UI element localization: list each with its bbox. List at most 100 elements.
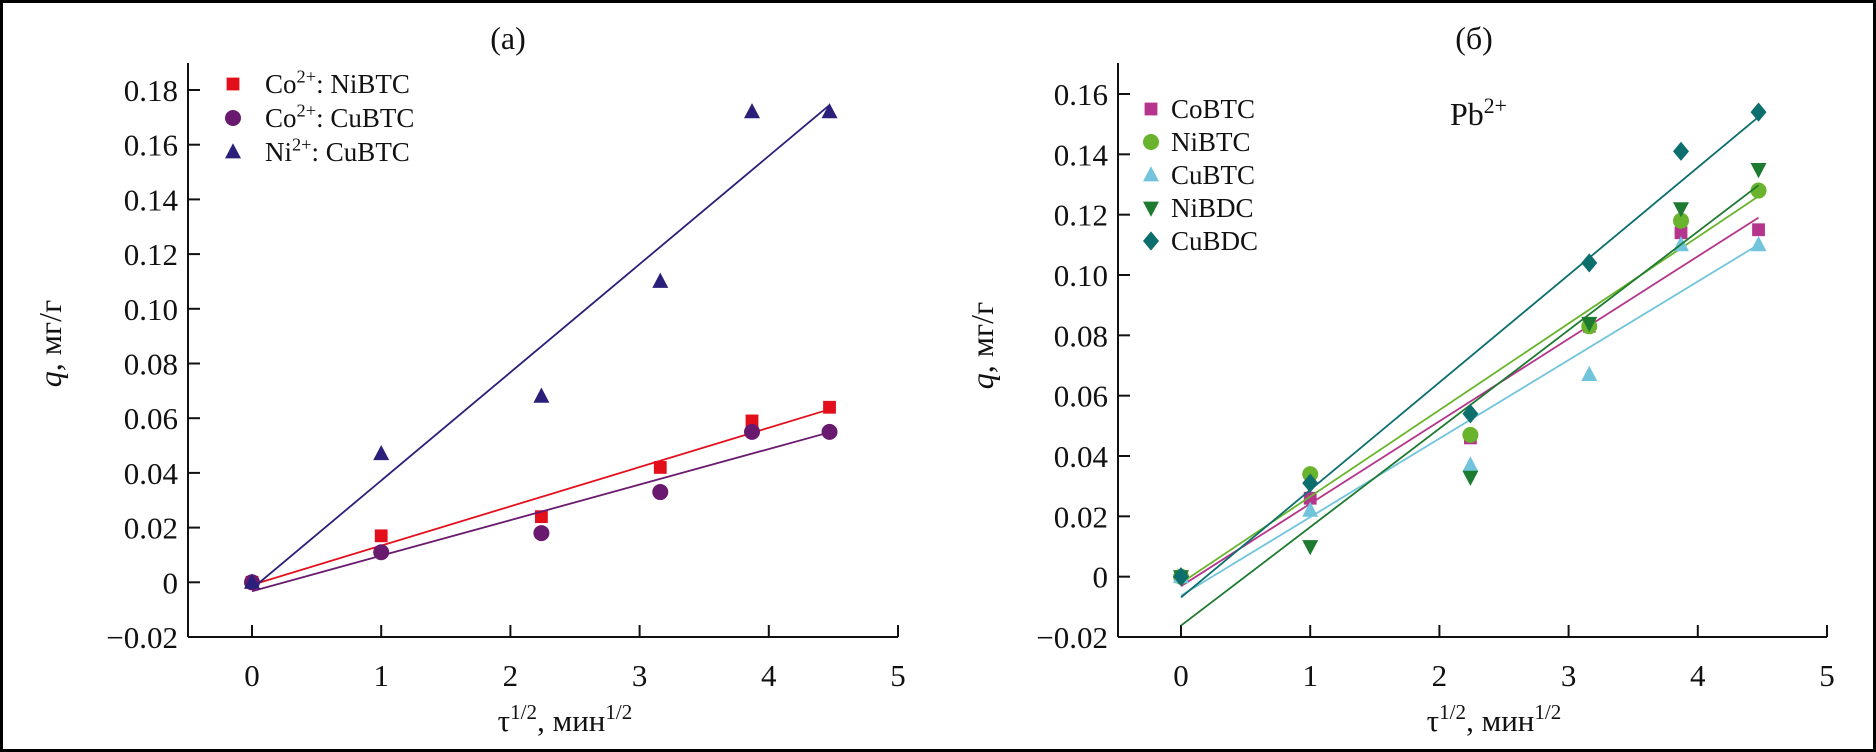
data-point bbox=[1750, 236, 1767, 252]
legend-marker bbox=[226, 77, 240, 91]
series-nibdc: NiBDC bbox=[1143, 163, 1767, 627]
data-point bbox=[1581, 365, 1598, 381]
y-axis-label: q, мг/г bbox=[32, 300, 68, 387]
data-point bbox=[1302, 540, 1319, 556]
data-point bbox=[1302, 501, 1319, 517]
y-tick-label: 0.10 bbox=[124, 292, 178, 327]
legend-marker bbox=[1143, 134, 1159, 150]
x-tick-label: 4 bbox=[761, 658, 777, 693]
x-tick-label: 1 bbox=[373, 658, 389, 693]
data-point bbox=[1752, 223, 1765, 237]
data-point bbox=[1462, 404, 1479, 424]
y-tick-label: 0.12 bbox=[124, 237, 178, 272]
legend-marker bbox=[225, 110, 241, 126]
x-tick-label: 2 bbox=[1432, 658, 1448, 693]
x-tick-label: 3 bbox=[632, 658, 648, 693]
data-point bbox=[244, 573, 260, 589]
data-point bbox=[1673, 141, 1690, 161]
data-point bbox=[1581, 253, 1598, 273]
data-point bbox=[744, 423, 761, 440]
y-tick-label: 0.08 bbox=[1054, 318, 1108, 353]
x-tick-label: 3 bbox=[1561, 658, 1577, 693]
legend-label: CoBTC bbox=[1171, 94, 1255, 124]
series-co-cubtc bbox=[225, 110, 838, 593]
panel-label: (б) bbox=[1455, 20, 1493, 56]
data-point bbox=[1674, 226, 1688, 240]
y-tick-label: 0.08 bbox=[124, 347, 178, 382]
legend-marker bbox=[225, 143, 241, 159]
legend-label: CuBTC bbox=[1171, 160, 1255, 190]
data-point bbox=[653, 461, 667, 474]
data-point bbox=[652, 272, 669, 288]
fit-line bbox=[1180, 216, 1760, 587]
data-point bbox=[373, 444, 390, 461]
fit-line bbox=[1180, 116, 1760, 599]
x-tick-label: 0 bbox=[1173, 658, 1189, 693]
fit-line bbox=[1180, 195, 1760, 584]
y-tick-label: 0.06 bbox=[124, 401, 178, 436]
x-tick-label: 1 bbox=[1302, 658, 1318, 693]
data-point bbox=[533, 387, 550, 403]
legend-marker bbox=[1143, 201, 1159, 217]
fit-line bbox=[251, 431, 830, 593]
legend-marker bbox=[1144, 102, 1158, 116]
y-tick-label: 0.16 bbox=[124, 128, 178, 163]
data-point bbox=[1302, 473, 1319, 493]
data-point bbox=[652, 484, 669, 501]
panel-label: (а) bbox=[490, 20, 526, 56]
y-tick-label: 0.10 bbox=[1054, 258, 1108, 293]
chart-canvas: −0.02 0 0.02 0.04 0.06 0.08 0.10 0.12 0.14 0.16 0.… bbox=[32, 20, 1835, 738]
y-tick-label: 0.06 bbox=[1054, 379, 1108, 414]
data-point bbox=[744, 103, 761, 119]
y-tick-label: 0.16 bbox=[1054, 77, 1108, 112]
data-point bbox=[1581, 316, 1598, 333]
data-point bbox=[821, 423, 838, 440]
data-point bbox=[374, 529, 388, 543]
y-tick-label: −0.02 bbox=[106, 620, 178, 655]
legend-marker bbox=[1143, 166, 1159, 182]
data-point bbox=[535, 510, 548, 524]
data-point bbox=[745, 414, 759, 428]
data-point bbox=[1750, 102, 1767, 122]
y-tick-label: 0.04 bbox=[1054, 439, 1109, 474]
y-tick-label: −0.02 bbox=[1036, 620, 1108, 655]
panel-a: −0.02 0 0.02 0.04 0.06 0.08 0.10 0.12 0.14 0.16 0.… bbox=[106, 20, 905, 693]
series-cubdc: CuBDC bbox=[1143, 102, 1767, 599]
legend-label: Co2+: CuBTC bbox=[265, 101, 414, 133]
x-tick-label: 0 bbox=[244, 658, 260, 693]
legend-label: CuBDC bbox=[1171, 226, 1258, 256]
data-point bbox=[373, 544, 390, 561]
legend-label: NiBDC bbox=[1171, 193, 1254, 223]
data-point bbox=[1173, 567, 1189, 587]
annotation-label: Pb2+ bbox=[1450, 94, 1507, 132]
legend-marker bbox=[1143, 231, 1159, 251]
y-tick-label: 0.02 bbox=[1054, 499, 1108, 534]
x-axis-label: τ1/2, мин1/2 bbox=[498, 700, 633, 738]
x-tick-label: 5 bbox=[890, 658, 906, 693]
x-tick-label: 2 bbox=[503, 658, 519, 693]
data-point bbox=[533, 525, 550, 542]
panel-b: −0.02 0 0.02 0.04 0.06 0.08 0.10 0.12 0.14 0.16 0 1… bbox=[1036, 20, 1834, 693]
data-point bbox=[1462, 426, 1479, 443]
y-tick-label: 0.18 bbox=[124, 73, 178, 108]
y-axis-label: q, мг/г bbox=[964, 302, 1000, 389]
y-tick-label: 0 bbox=[1093, 560, 1109, 595]
data-point bbox=[821, 103, 838, 119]
fit-line bbox=[251, 408, 830, 586]
y-tick-label: 0 bbox=[163, 565, 179, 600]
y-tick-label: 0.02 bbox=[124, 511, 178, 546]
legend-label: Ni2+: CuBTC bbox=[265, 135, 410, 167]
y-tick-label: 0.04 bbox=[124, 456, 179, 491]
x-axis-label: τ1/2, мин1/2 bbox=[1427, 700, 1562, 738]
data-point bbox=[1673, 202, 1690, 218]
y-tick-label: 0.14 bbox=[124, 182, 179, 217]
x-tick-label: 5 bbox=[1819, 658, 1835, 693]
legend-label: NiBTC bbox=[1171, 127, 1251, 157]
y-tick-label: 0.12 bbox=[1054, 198, 1108, 233]
legend-label: Co2+: NiBTC bbox=[265, 67, 410, 99]
data-point bbox=[1750, 163, 1767, 179]
series-ni-cubtc bbox=[225, 103, 838, 590]
data-point bbox=[1462, 470, 1479, 486]
data-point bbox=[1673, 212, 1690, 229]
